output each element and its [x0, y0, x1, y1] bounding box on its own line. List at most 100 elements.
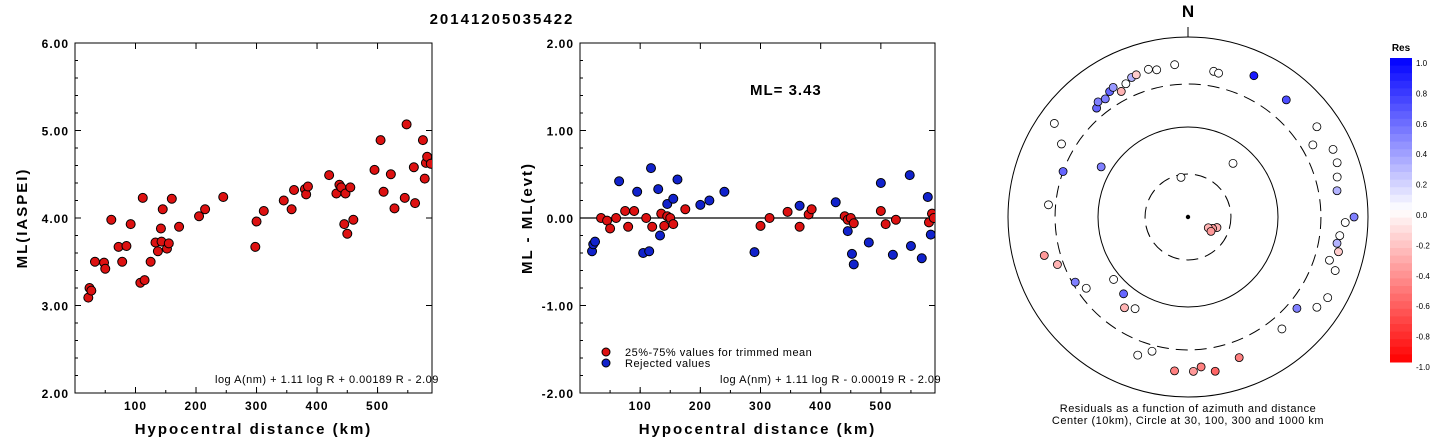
colorbar-segment — [1390, 194, 1412, 203]
magnitude-vs-distance-chart: 2.00 3.00 4.00 5.00 6.00 100 200 300 400 500 Hypoc… — [14, 37, 438, 438]
colorbar-segment — [1390, 80, 1412, 89]
station-point — [1312, 302, 1322, 312]
station-point — [1210, 366, 1220, 376]
accepted-point — [875, 206, 886, 216]
y-tick-label: -1.00 — [542, 300, 574, 314]
station-point — [1206, 226, 1216, 236]
station-point — [1070, 277, 1080, 287]
colorbar-tick-label: -0.2 — [1416, 241, 1430, 250]
colorbar-segment — [1390, 126, 1412, 135]
colorbar-segment — [1390, 354, 1412, 363]
data-point — [86, 285, 97, 296]
accepted-point — [623, 221, 634, 232]
colorbar-segment — [1390, 179, 1412, 188]
data-point — [157, 204, 168, 215]
data-point — [155, 223, 166, 234]
station-point — [1109, 275, 1118, 284]
center-point — [1185, 214, 1191, 220]
polar-caption-line1: Residuals as a function of azimuth and d… — [1060, 403, 1316, 415]
data-point — [369, 164, 380, 175]
data-point — [137, 192, 148, 203]
colorbar-segment — [1390, 88, 1412, 97]
colorbar-tick-label: 0.2 — [1416, 181, 1428, 190]
x-tick-label: 500 — [869, 399, 892, 413]
colorbar-segment — [1390, 58, 1412, 67]
station-point — [1330, 266, 1340, 275]
station-point — [1049, 119, 1059, 128]
y-tick-label: 1.00 — [547, 125, 574, 139]
station-point — [1152, 65, 1162, 75]
rejected-point — [846, 248, 857, 259]
colorbar-tick-label: -0.4 — [1416, 272, 1430, 281]
data-point — [342, 228, 353, 239]
colorbar-segment — [1390, 217, 1412, 226]
accepted-point — [659, 220, 670, 231]
residual-vs-distance-chart: -2.00 -1.00 0.00 1.00 2.00 100 200 300 400 500 Hyp… — [519, 37, 941, 438]
colorbar-tick-label: -1.0 — [1416, 363, 1430, 372]
data-point — [286, 204, 297, 215]
station-point — [1039, 251, 1049, 260]
station-point — [1170, 366, 1179, 376]
accepted-point — [755, 220, 766, 231]
station-point — [1116, 87, 1126, 96]
data-point — [139, 275, 150, 286]
data-point — [117, 256, 128, 267]
distance-ring — [1097, 126, 1279, 308]
rejected-point — [916, 253, 927, 264]
station-point — [1234, 353, 1244, 363]
station-point — [1133, 350, 1143, 360]
colorbar-segment — [1390, 278, 1412, 287]
colorbar-segment — [1390, 255, 1412, 264]
station-point — [1147, 346, 1157, 356]
station-point — [1214, 68, 1223, 78]
accepted-point — [641, 213, 652, 223]
accepted-point — [611, 213, 622, 223]
station-point — [1121, 79, 1131, 89]
colorbar-segment — [1390, 240, 1412, 249]
colorbar-segment — [1390, 73, 1412, 82]
colorbar-segment — [1390, 134, 1412, 143]
y-tick-label: 0.00 — [547, 212, 574, 226]
y-tick-label: 2.00 — [547, 37, 574, 51]
accepted-point — [629, 206, 640, 216]
y-axis-title: ML - ML(evt) — [519, 162, 536, 274]
colorbar-segment — [1390, 324, 1412, 333]
rejected-point — [842, 226, 853, 237]
accepted-point — [680, 204, 691, 215]
station-point — [1170, 60, 1180, 70]
data-point — [375, 135, 386, 146]
station-point — [1108, 83, 1118, 92]
data-point — [89, 256, 100, 267]
colorbar-segment — [1390, 172, 1412, 181]
data-point — [378, 186, 389, 197]
accepted-point — [848, 218, 859, 229]
data-point — [410, 198, 421, 209]
data-point — [389, 203, 400, 214]
data-point — [348, 214, 359, 225]
x-tick-label: 100 — [629, 399, 652, 413]
accepted-point — [880, 219, 891, 230]
legend-label: 25%-75% values for trimmed mean — [625, 347, 812, 359]
rejected-point — [655, 230, 666, 241]
data-point — [163, 238, 174, 249]
accepted-point — [647, 221, 658, 232]
station-point — [1130, 304, 1140, 314]
rejected-point — [794, 200, 805, 211]
station-point — [1100, 94, 1110, 104]
colorbar-segment — [1390, 263, 1412, 272]
data-point — [145, 256, 156, 267]
x-tick-label: 400 — [306, 399, 329, 413]
colorbar-segment — [1390, 308, 1412, 317]
rejected-point — [695, 199, 706, 210]
station-point — [1228, 158, 1238, 168]
data-point — [408, 162, 419, 173]
north-label: N — [1182, 2, 1194, 21]
data-point — [419, 173, 430, 184]
rejected-point — [904, 170, 915, 181]
colorbar-segment — [1390, 187, 1412, 196]
accepted-point — [806, 204, 817, 215]
data-point — [401, 119, 412, 130]
accepted-point — [928, 213, 935, 223]
data-point — [258, 206, 269, 216]
data-point — [174, 221, 185, 232]
